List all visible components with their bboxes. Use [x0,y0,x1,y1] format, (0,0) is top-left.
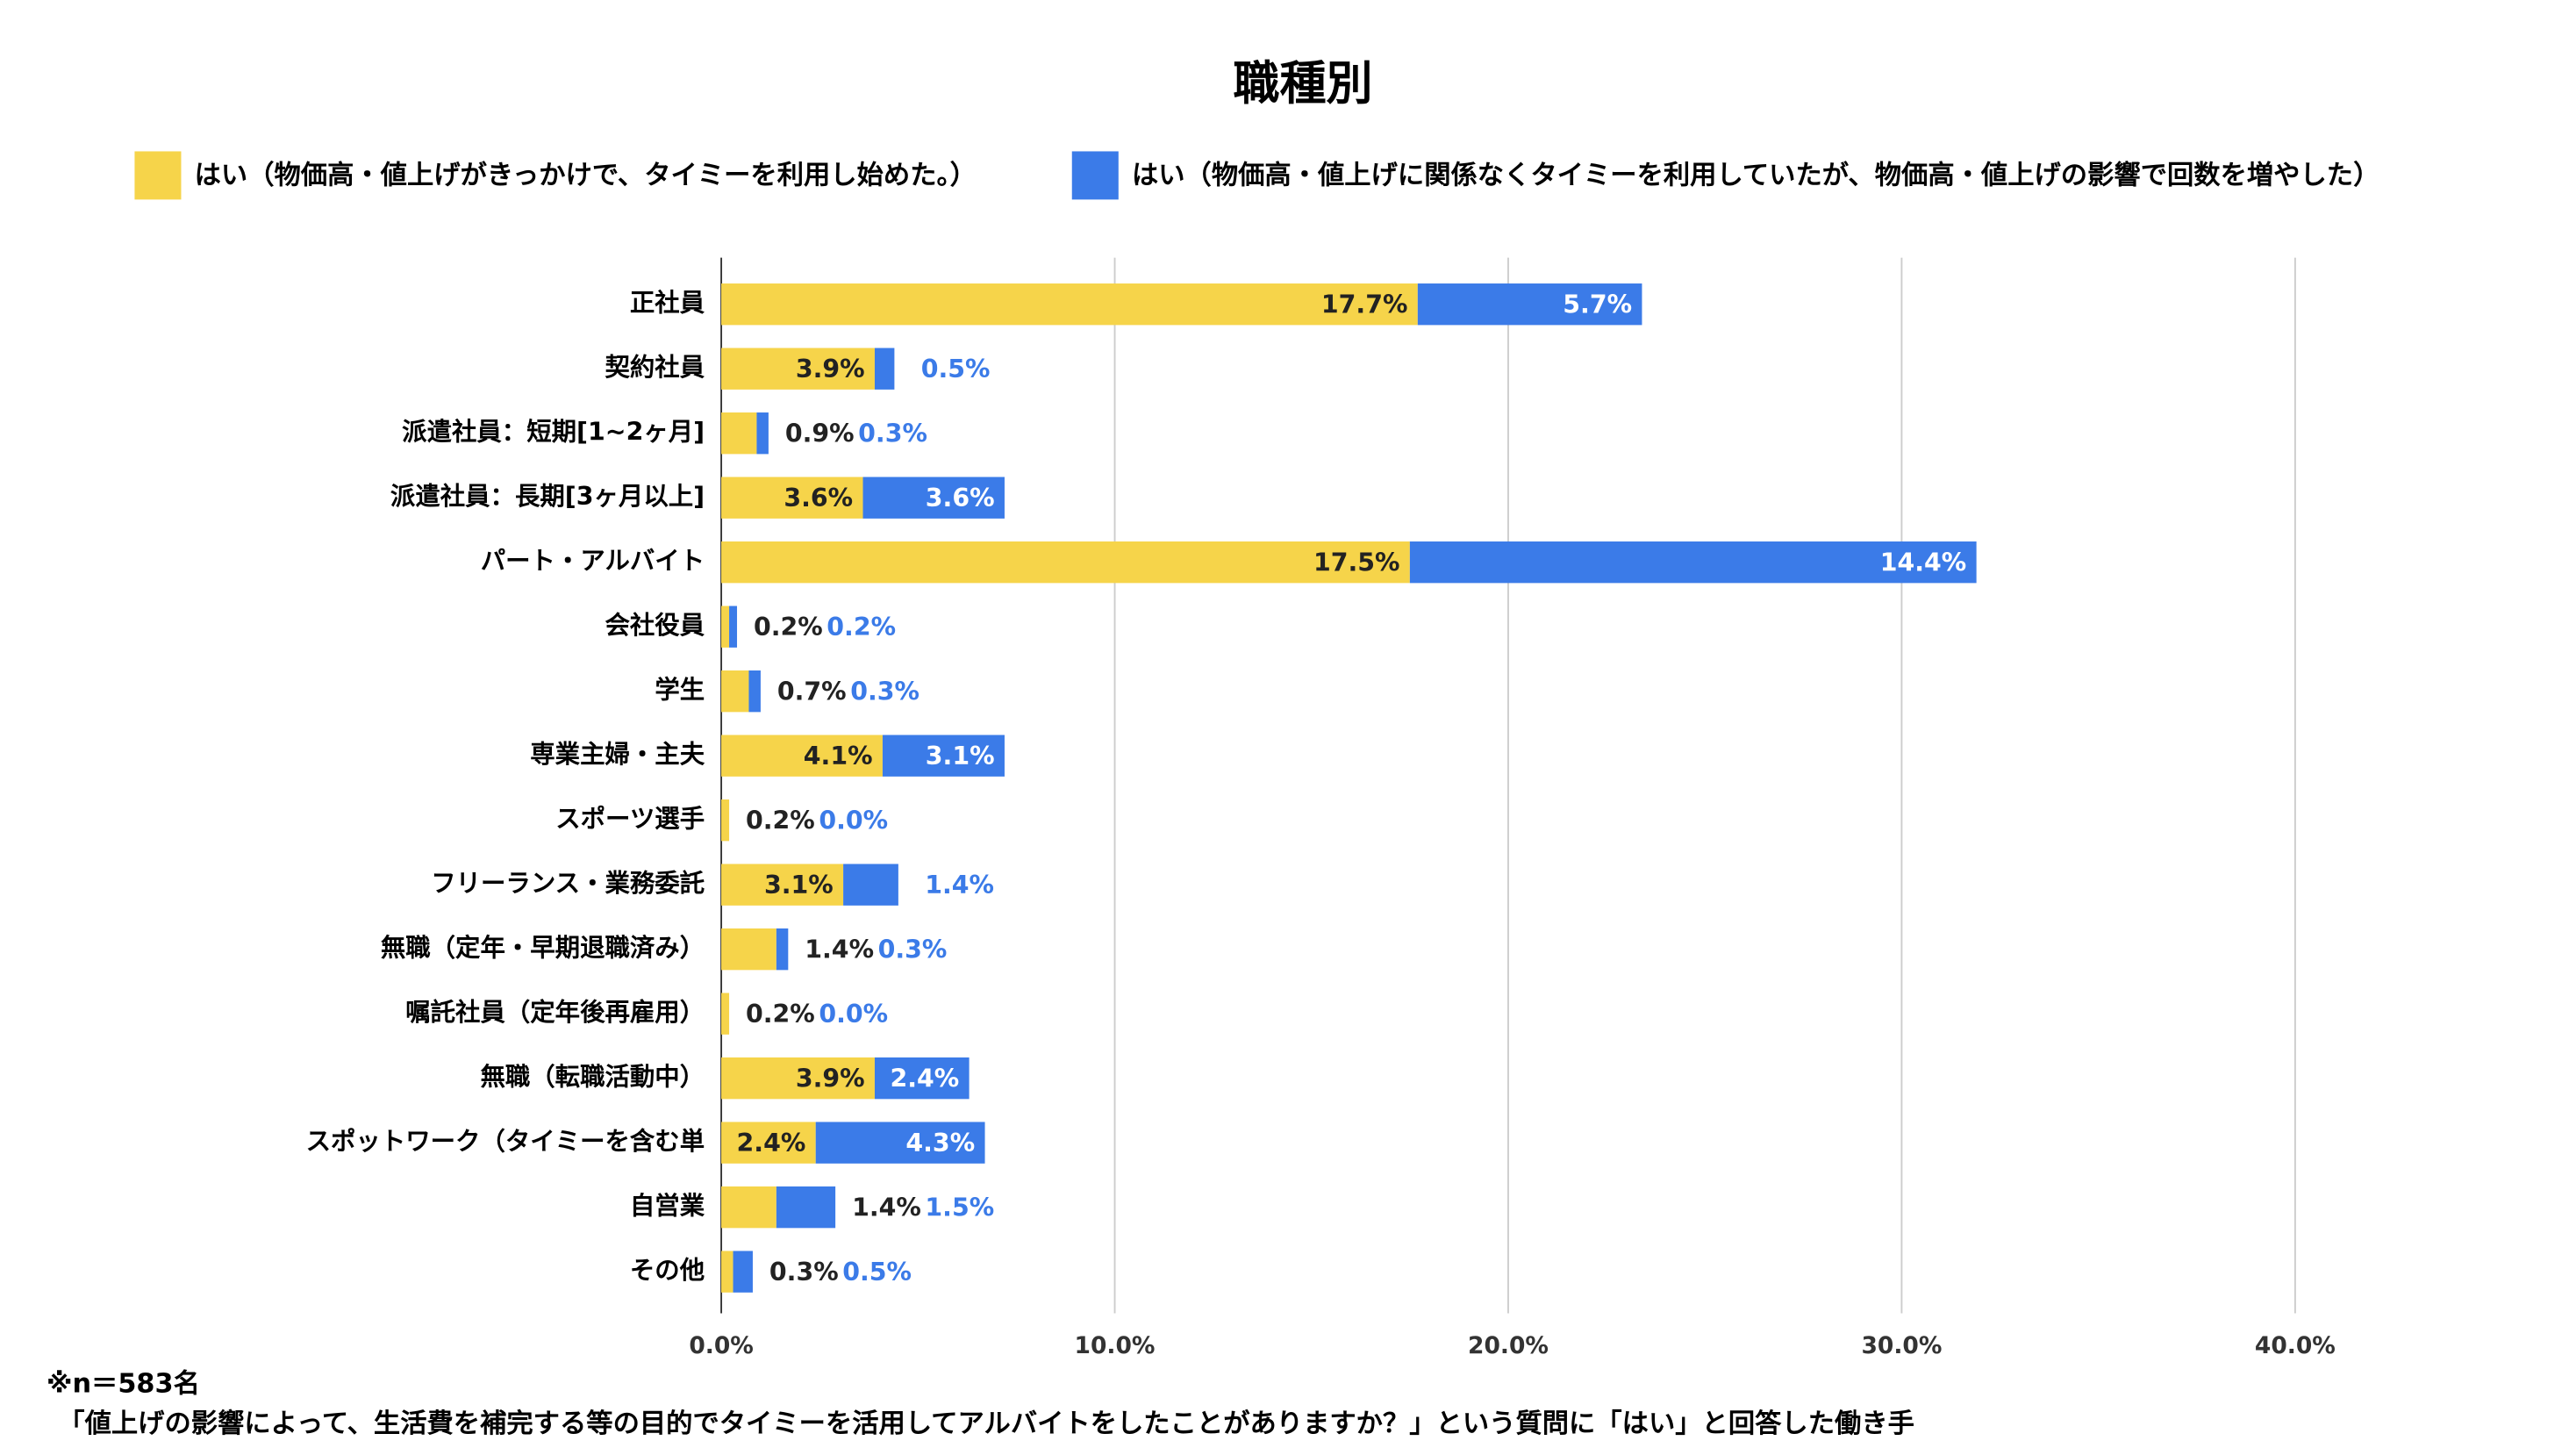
bar [748,670,761,713]
value-label: 0.2% [746,806,815,835]
bar [776,1186,836,1229]
y-tick-label: スポーツ選手 [555,805,705,834]
legend-swatch [1071,151,1119,200]
value-label: 0.2% [754,613,823,642]
bar [815,1122,985,1164]
value-label: 0.5% [921,355,991,384]
bar [721,993,730,1035]
bar [721,477,863,519]
value-label: 3.1% [764,871,834,900]
y-tick-label: 派遣社員：短期[1~2ヶ月] [402,418,705,447]
bar [721,412,757,455]
bar [721,541,1410,584]
bar [843,864,898,906]
value-label: 17.7% [1321,290,1408,319]
bar [874,348,895,390]
value-label: 0.3% [858,419,927,448]
bar [1417,283,1642,326]
value-label: 0.3% [878,935,948,964]
bar [874,1057,970,1100]
bar [1409,541,1977,584]
value-label: 2.4% [737,1129,806,1158]
x-tick-label: 30.0% [1861,1332,1942,1359]
bar [721,735,883,777]
value-label: 4.3% [905,1129,975,1158]
y-tick-label: 会社役員 [605,611,705,640]
bar [721,348,875,390]
bar [721,928,776,971]
legend-label: はい（物価高・値上げに関係なくタイミーを利用していたが、物価高・値上げの影響で回… [1132,159,2379,190]
bar [721,283,1418,326]
value-label: 0.2% [746,1000,815,1029]
bar [721,799,730,842]
y-tick-label: 無職（定年・早期退職済み） [381,934,705,963]
value-label: 0.0% [819,806,888,835]
y-tick-label: 契約社員 [605,353,705,382]
bar [721,1251,733,1293]
y-tick-label: 嘱託社員（定年後再雇用） [405,998,705,1027]
y-tick-label: スポットワーク（タイミーを含む単 [306,1127,705,1156]
bar [721,1122,816,1164]
value-label: 3.1% [926,742,995,771]
value-label: 0.3% [850,677,919,706]
bar [756,412,769,455]
y-tick-label: 自営業 [630,1192,705,1221]
x-tick-label: 20.0% [1468,1332,1549,1359]
legend-swatch [134,151,182,200]
note: ※n＝583名 [47,1368,200,1399]
value-label: 5.7% [1563,290,1632,319]
bar [721,1186,776,1229]
bar [729,606,738,648]
value-label: 3.6% [926,484,995,513]
bar [721,1057,875,1100]
bar [721,864,844,906]
value-label: 4.1% [804,742,873,771]
y-tick-label: その他 [630,1256,705,1285]
y-tick-label: 正社員 [630,289,705,318]
y-tick-label: 無職（転職活動中） [480,1063,705,1092]
value-label: 17.5% [1313,548,1400,577]
x-tick-label: 10.0% [1075,1332,1156,1359]
bar [862,477,1005,519]
value-label: 1.4% [925,871,994,900]
y-tick-label: フリーランス・業務委託 [431,869,705,898]
value-label: 3.9% [796,1064,865,1093]
value-label: 0.0% [819,1000,888,1029]
x-tick-label: 40.0% [2255,1332,2336,1359]
value-label: 14.4% [1880,548,1967,577]
bar [721,670,749,713]
bar [721,606,730,648]
value-label: 3.6% [784,484,853,513]
value-label: 3.9% [796,355,865,384]
bar [882,735,1005,777]
value-label: 0.3% [769,1258,839,1287]
chart-title: 職種別 [1234,56,1373,111]
value-label: 2.4% [890,1064,959,1093]
y-tick-label: 専業主婦・主夫 [530,740,705,769]
note: 「値上げの影響によって、生活費を補完する等の目的でタイミーを活用してアルバイトを… [58,1408,1914,1439]
value-label: 0.9% [785,419,855,448]
value-label: 0.7% [777,677,847,706]
y-tick-label: 学生 [655,676,705,705]
value-label: 1.4% [852,1194,921,1222]
bar [733,1251,753,1293]
y-tick-label: 派遣社員：長期[3ヶ月以上] [390,482,705,511]
value-label: 1.5% [925,1194,994,1222]
value-label: 1.4% [805,935,874,964]
value-label: 0.2% [826,613,896,642]
legend-label: はい（物価高・値上げがきっかけで、タイミーを利用し始めた。） [195,159,977,190]
bar [776,928,789,971]
value-label: 0.5% [842,1258,912,1287]
x-tick-label: 0.0% [689,1332,754,1359]
y-tick-label: パート・アルバイト [481,547,705,576]
